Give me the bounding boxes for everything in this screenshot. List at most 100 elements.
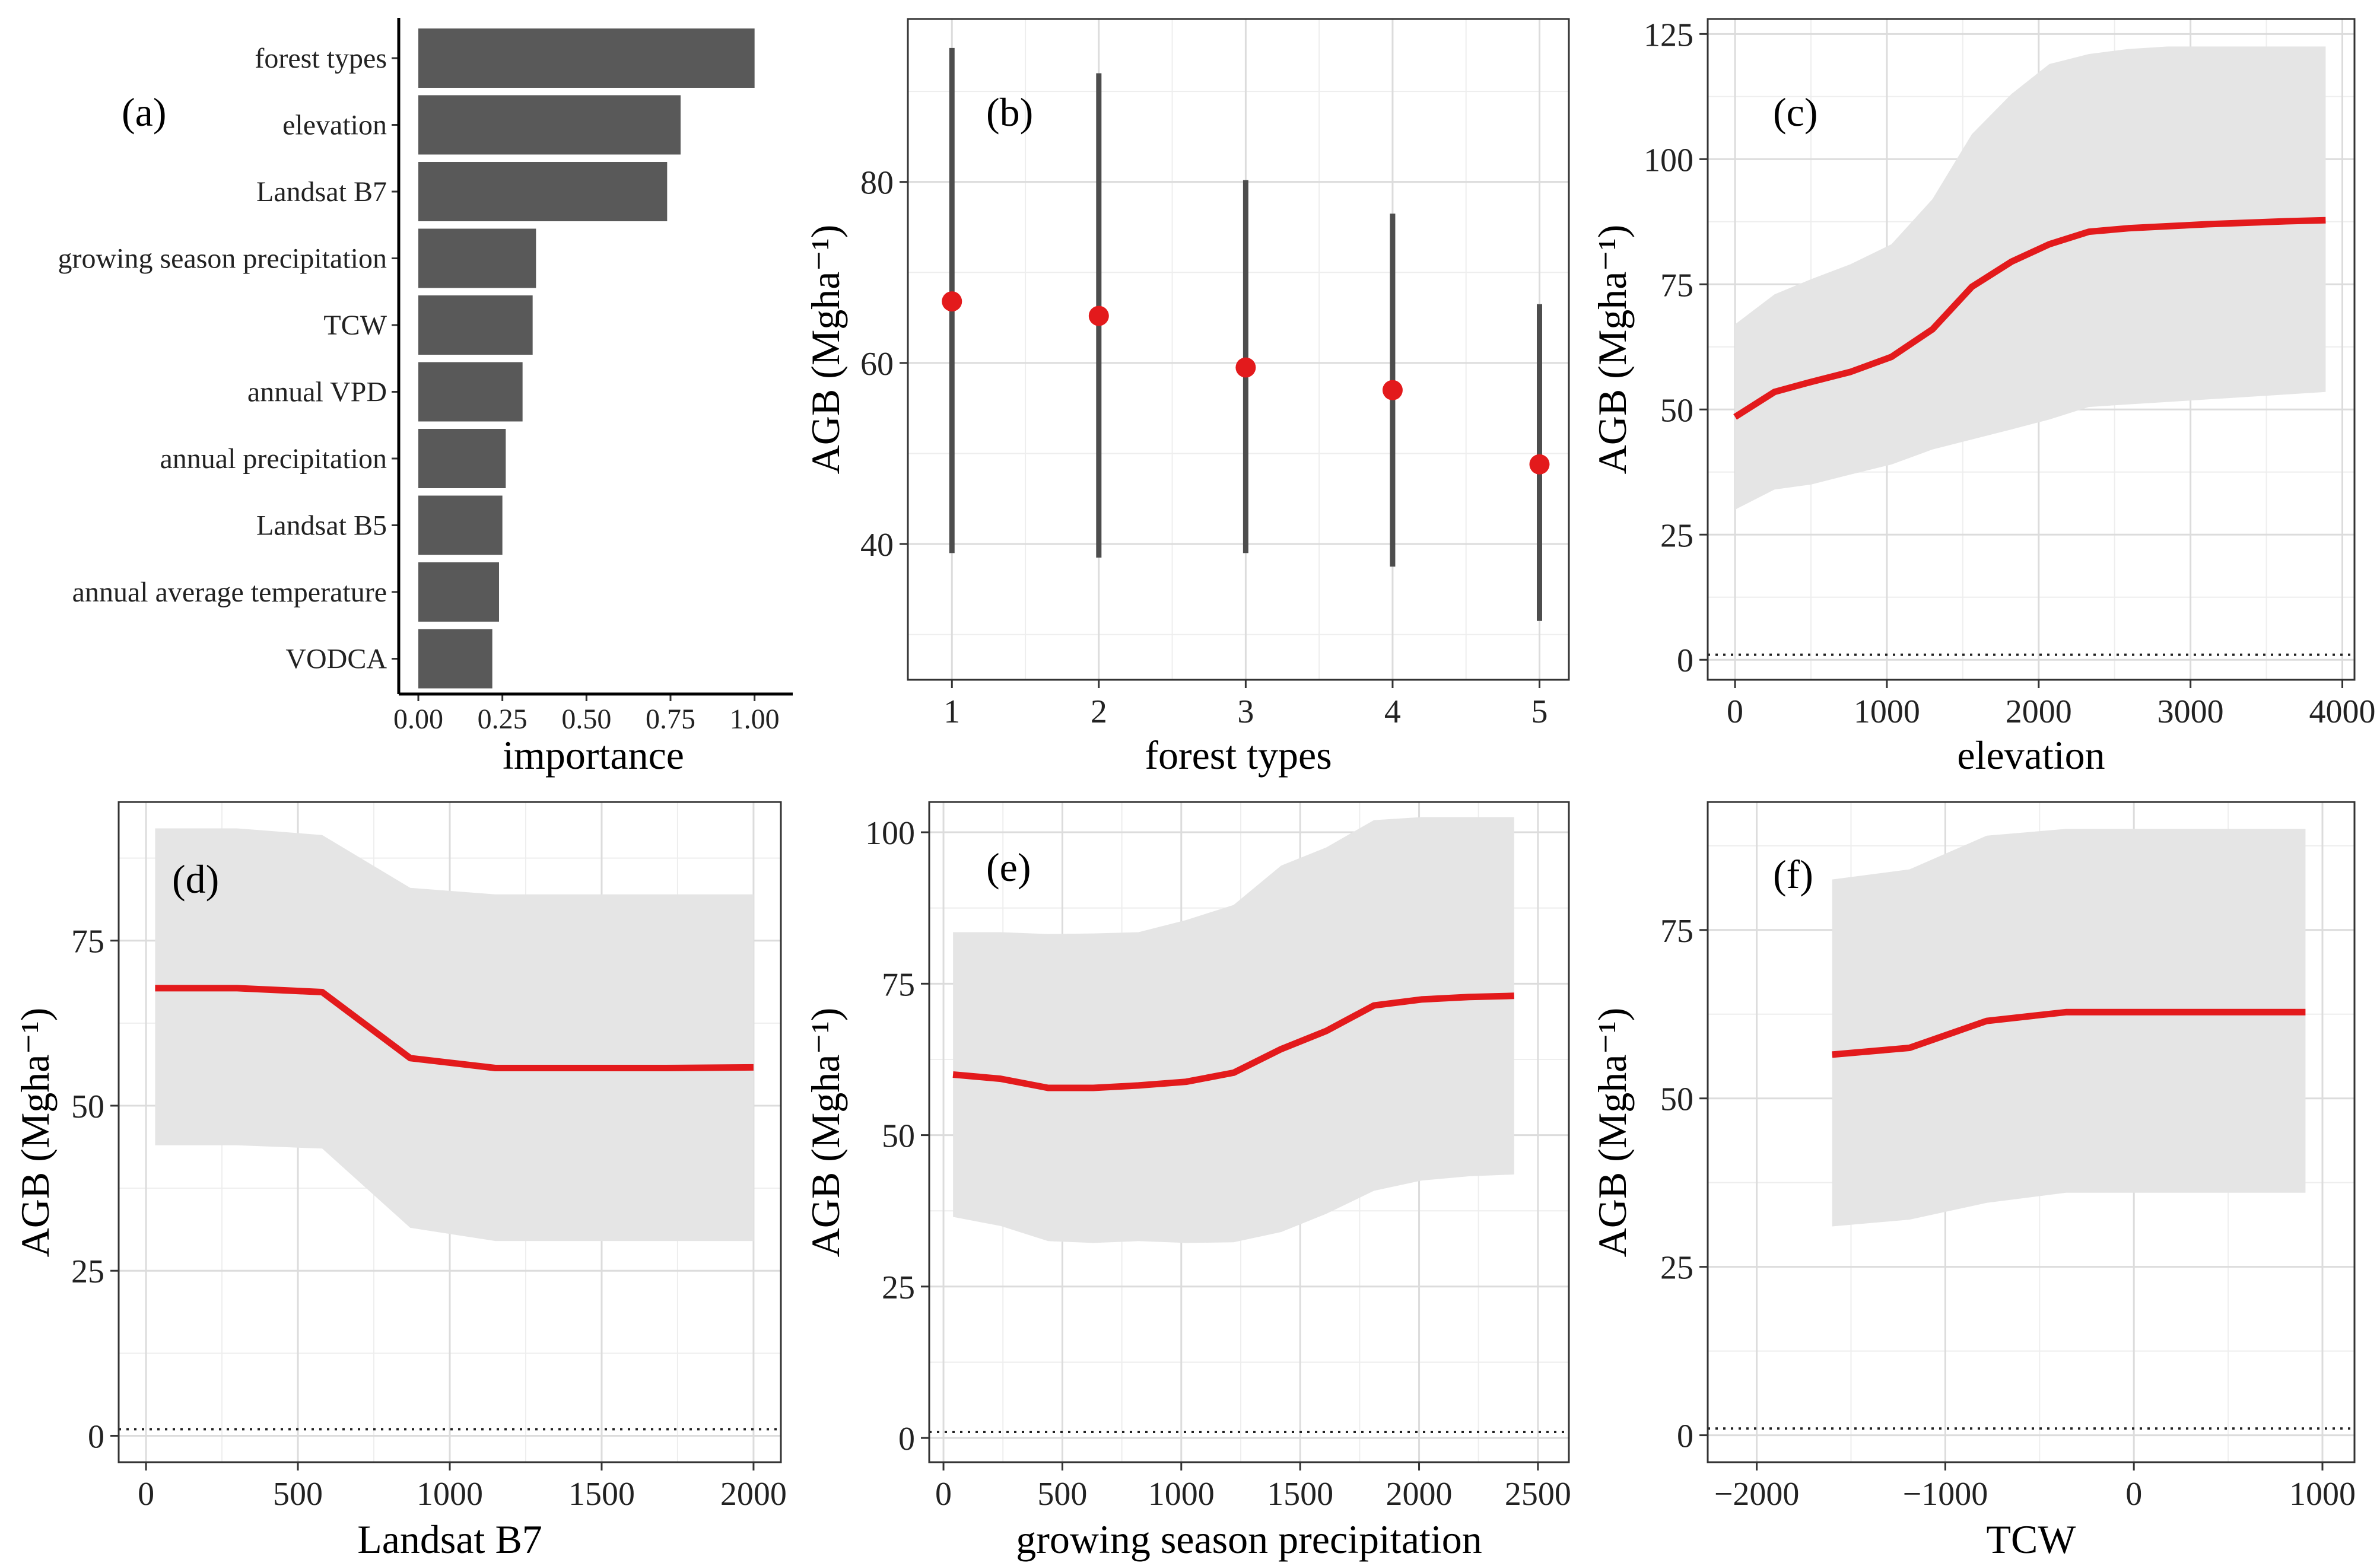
y-tick-label: 0	[898, 1421, 915, 1457]
importance-bar	[418, 429, 506, 488]
panel-f-marks	[1708, 829, 2354, 1430]
x-tick-label: 0	[138, 1476, 154, 1513]
category-label: forest types	[255, 43, 387, 74]
panel-e-y-title: AGB (Mgha⁻¹)	[803, 1008, 848, 1258]
data-point	[1382, 380, 1403, 400]
x-tick-label: 2000	[720, 1476, 787, 1513]
panel-c-ticks: 0 1000 2000 3000 4000 0 25 50 75 100 125	[1644, 17, 2376, 730]
panel-e-ticks: 0 500 1000 1500 2000 2500 0 25 50 75 100	[865, 815, 1571, 1513]
y-tick-label: 100	[1644, 142, 1693, 179]
panel-d-label: (d)	[172, 857, 219, 902]
x-tick-label: 0.50	[561, 704, 611, 735]
y-tick-label: 25	[1660, 1250, 1693, 1287]
panel-a-bars	[418, 28, 755, 689]
panel-a-x-ticks: 0.00 0.25 0.50 0.75 1.00	[393, 694, 780, 735]
importance-bar	[418, 562, 499, 622]
y-tick-label: 50	[71, 1088, 104, 1125]
x-tick-label: 5	[1531, 693, 1548, 730]
response-line	[155, 985, 754, 1071]
y-tick-label: 75	[71, 924, 104, 960]
panel-f-x-title: TCW	[1986, 1517, 2076, 1562]
x-tick-label: 0	[935, 1476, 952, 1513]
x-tick-label: 0.75	[646, 704, 695, 735]
y-tick-label: 0	[1677, 1418, 1693, 1455]
importance-bar	[418, 28, 755, 88]
panel-a-label: (a)	[122, 90, 166, 135]
x-tick-label: 3000	[2157, 693, 2224, 730]
confidence-band	[1832, 829, 2306, 1227]
category-label: annual average temperature	[72, 577, 387, 608]
x-tick-label: 1000	[1854, 693, 1920, 730]
panel-f-frame	[1707, 801, 2356, 1463]
y-tick-label: 25	[1660, 517, 1693, 554]
panel-d-x-title: Landsat B7	[357, 1517, 542, 1562]
importance-bar	[418, 362, 523, 422]
category-label: Landsat B5	[256, 510, 387, 542]
panel-d-marks	[119, 828, 781, 1431]
panel-e-x-title: growing season precipitation	[1016, 1517, 1482, 1562]
panel-f-y-title: AGB (Mgha⁻¹)	[1590, 1008, 1635, 1258]
panel-a-category-labels: forest types elevation Landsat B7 growing s…	[58, 43, 399, 675]
category-label: Landsat B7	[256, 176, 387, 208]
category-label: elevation	[282, 110, 387, 141]
panel-e-frame	[928, 801, 1570, 1463]
x-tick-label: 1000	[2289, 1476, 2356, 1513]
y-tick-label: 40	[860, 527, 894, 564]
panel-b-frame	[907, 18, 1570, 681]
panel-c-y-title: AGB (Mgha⁻¹)	[1590, 225, 1635, 475]
x-tick-label: 1500	[568, 1476, 635, 1513]
y-tick-label: 75	[882, 966, 915, 1003]
panel-e-label: (e)	[986, 845, 1031, 890]
y-tick-label: 100	[865, 815, 915, 852]
panel-f-ticks: −2000 −1000 0 1000 0 25 50 75	[1660, 913, 2356, 1513]
x-tick-label: 2000	[2006, 693, 2072, 730]
panel-b-ticks: 1 2 3 4 5 40 60 80	[860, 165, 1548, 730]
importance-bar	[418, 495, 503, 555]
category-label: growing season precipitation	[58, 243, 387, 275]
panel-c-chart: 0 1000 2000 3000 4000 0 25 50 75 100 125 (c) eleva…	[1590, 17, 2376, 778]
x-tick-label: 4000	[2309, 693, 2376, 730]
y-tick-label: 50	[1660, 392, 1693, 429]
y-tick-label: 25	[71, 1253, 104, 1290]
y-tick-label: 80	[860, 165, 894, 202]
x-tick-label: −1000	[1903, 1476, 1988, 1513]
response-line	[1832, 1008, 2306, 1058]
panel-e-chart: 0 500 1000 1500 2000 2500 0 25 50 75 100 (e) growi…	[803, 801, 1571, 1562]
panel-c-frame	[1707, 18, 2356, 681]
y-tick-label: 75	[1660, 267, 1693, 304]
confidence-band	[1735, 46, 2326, 510]
data-point	[942, 291, 962, 312]
x-tick-label: 500	[1037, 1476, 1087, 1513]
panel-b-label: (b)	[986, 90, 1033, 135]
y-tick-label: 60	[860, 346, 894, 383]
y-tick-label: 0	[88, 1418, 104, 1455]
panel-b-chart: 1 2 3 4 5 40 60 80 (b) forest types AGB (Mgha⁻¹…	[803, 18, 1570, 778]
importance-bar	[418, 295, 533, 355]
x-tick-label: 1500	[1267, 1476, 1333, 1513]
panel-f-chart: −2000 −1000 0 1000 0 25 50 75 (f) TCW AGB (Mgha…	[1590, 801, 2356, 1562]
panel-e-marks	[929, 817, 1569, 1433]
confidence-band	[155, 828, 754, 1242]
panel-a-x-title: importance	[503, 733, 684, 778]
x-tick-label: 0.00	[393, 704, 443, 735]
x-tick-label: 0	[2125, 1476, 2142, 1513]
x-tick-label: 0	[1727, 693, 1743, 730]
x-tick-label: 500	[273, 1476, 323, 1513]
y-tick-label: 50	[882, 1118, 915, 1155]
data-point	[1529, 454, 1550, 475]
response-line	[952, 992, 1514, 1091]
x-tick-label: 2500	[1505, 1476, 1571, 1513]
y-tick-label: 25	[882, 1269, 915, 1306]
category-label: annual precipitation	[160, 443, 387, 475]
x-tick-label: 1	[943, 693, 960, 730]
y-tick-label: 75	[1660, 913, 1693, 950]
y-tick-label: 0	[1677, 642, 1693, 679]
category-label: VODCA	[285, 644, 387, 675]
panel-d-chart: 0 500 1000 1500 2000 0 25 50 75 (d) Landsat B7 A…	[12, 801, 787, 1562]
y-tick-label: 125	[1644, 17, 1693, 53]
category-label: annual VPD	[247, 377, 387, 408]
x-tick-label: 0.25	[478, 704, 528, 735]
importance-bar	[418, 95, 681, 155]
x-tick-label: 3	[1237, 693, 1254, 730]
x-tick-label: 4	[1384, 693, 1401, 730]
